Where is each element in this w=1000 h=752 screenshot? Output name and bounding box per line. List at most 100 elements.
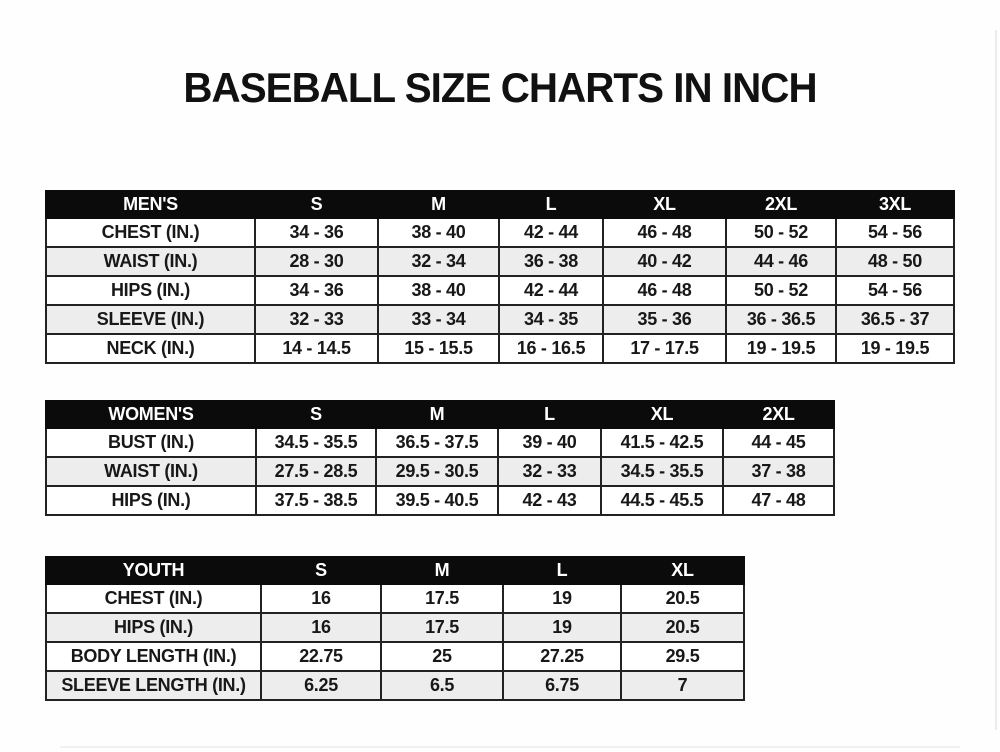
size-cell: 54 - 56	[835, 217, 955, 248]
size-cell: 20.5	[620, 612, 745, 643]
mens-table-title: MEN'S	[45, 190, 256, 219]
mens-size-table: MEN'S S M L XL 2XL 3XL CHEST (IN.) 34 - 36 38 - 4…	[45, 190, 955, 364]
youth-header-row: YOUTH S M L XL	[45, 556, 745, 585]
mens-header-row: MEN'S S M L XL 2XL 3XL	[45, 190, 955, 219]
column-header-l: L	[498, 190, 604, 219]
size-cell: 20.5	[620, 583, 745, 614]
table-row: WAIST (IN.) 28 - 30 32 - 34 36 - 38 40 - 42 4…	[45, 246, 955, 277]
size-cell: 46 - 48	[602, 275, 727, 306]
size-cell: 15 - 15.5	[377, 333, 500, 364]
size-cell: 28 - 30	[254, 246, 379, 277]
table-row: HIPS (IN.) 34 - 36 38 - 40 42 - 44 46 - 48 50…	[45, 275, 955, 306]
column-header-2xl: 2XL	[722, 400, 835, 429]
womens-table-title: WOMEN'S	[45, 400, 257, 429]
size-cell: 37 - 38	[722, 456, 835, 487]
table-row: SLEEVE (IN.) 32 - 33 33 - 34 34 - 35 35 - 36…	[45, 304, 955, 335]
size-cell: 32 - 33	[497, 456, 602, 487]
size-cell: 40 - 42	[602, 246, 727, 277]
size-cell: 34 - 35	[498, 304, 604, 335]
size-cell: 36.5 - 37.5	[375, 427, 499, 458]
table-row: NECK (IN.) 14 - 14.5 15 - 15.5 16 - 16.5 17 …	[45, 333, 955, 364]
table-row: WAIST (IN.) 27.5 - 28.5 29.5 - 30.5 32 - 33…	[45, 456, 835, 487]
scan-edge-artifact	[995, 30, 997, 730]
size-cell: 38 - 40	[377, 275, 500, 306]
size-cell: 17.5	[380, 612, 504, 643]
size-cell: 44.5 - 45.5	[600, 485, 724, 516]
size-cell: 44 - 45	[722, 427, 835, 458]
size-cell: 35 - 36	[602, 304, 727, 335]
column-header-s: S	[260, 556, 382, 585]
size-cell: 34.5 - 35.5	[600, 456, 724, 487]
size-cell: 6.5	[380, 670, 504, 701]
table-row: HIPS (IN.) 37.5 - 38.5 39.5 - 40.5 42 - 43 4…	[45, 485, 835, 516]
row-label: BODY LENGTH (IN.)	[45, 641, 262, 672]
column-header-s: S	[254, 190, 379, 219]
size-cell: 38 - 40	[377, 217, 500, 248]
size-cell: 47 - 48	[722, 485, 835, 516]
size-cell: 50 - 52	[725, 275, 837, 306]
size-cell: 48 - 50	[835, 246, 955, 277]
size-cell: 32 - 34	[377, 246, 500, 277]
table-row: CHEST (IN.) 34 - 36 38 - 40 42 - 44 46 - 48 5…	[45, 217, 955, 248]
size-cell: 19	[502, 583, 622, 614]
row-label: SLEEVE LENGTH (IN.)	[45, 670, 262, 701]
column-header-m: M	[377, 190, 500, 219]
size-cell: 34 - 36	[254, 217, 379, 248]
size-cell: 19 - 19.5	[835, 333, 955, 364]
table-row: BODY LENGTH (IN.) 22.75 25 27.25 29.5	[45, 641, 745, 672]
size-cell: 6.25	[260, 670, 382, 701]
size-cell: 17 - 17.5	[602, 333, 727, 364]
size-cell: 27.25	[502, 641, 622, 672]
size-cell: 16 - 16.5	[498, 333, 604, 364]
size-cell: 39.5 - 40.5	[375, 485, 499, 516]
column-header-xl: XL	[602, 190, 727, 219]
table-row: SLEEVE LENGTH (IN.) 6.25 6.5 6.75 7	[45, 670, 745, 701]
column-header-l: L	[502, 556, 622, 585]
size-cell: 50 - 52	[725, 217, 837, 248]
size-cell: 6.75	[502, 670, 622, 701]
youth-table-title: YOUTH	[45, 556, 262, 585]
size-cell: 34.5 - 35.5	[255, 427, 377, 458]
column-header-3xl: 3XL	[835, 190, 955, 219]
size-cell: 42 - 44	[498, 217, 604, 248]
row-label: CHEST (IN.)	[45, 583, 262, 614]
size-cell: 29.5 - 30.5	[375, 456, 499, 487]
size-cell: 32 - 33	[254, 304, 379, 335]
row-label: CHEST (IN.)	[45, 217, 256, 248]
table-row: BUST (IN.) 34.5 - 35.5 36.5 - 37.5 39 - 40 4…	[45, 427, 835, 458]
scan-edge-artifact	[60, 746, 960, 748]
size-cell: 34 - 36	[254, 275, 379, 306]
row-label: WAIST (IN.)	[45, 246, 256, 277]
size-cell: 36 - 36.5	[725, 304, 837, 335]
size-cell: 42 - 43	[497, 485, 602, 516]
size-cell: 33 - 34	[377, 304, 500, 335]
row-label: HIPS (IN.)	[45, 485, 257, 516]
size-cell: 36.5 - 37	[835, 304, 955, 335]
size-cell: 42 - 44	[498, 275, 604, 306]
size-cell: 19 - 19.5	[725, 333, 837, 364]
size-cell: 14 - 14.5	[254, 333, 379, 364]
column-header-xl: XL	[600, 400, 724, 429]
column-header-xl: XL	[620, 556, 745, 585]
row-label: NECK (IN.)	[45, 333, 256, 364]
row-label: WAIST (IN.)	[45, 456, 257, 487]
size-cell: 39 - 40	[497, 427, 602, 458]
size-cell: 54 - 56	[835, 275, 955, 306]
row-label: HIPS (IN.)	[45, 275, 256, 306]
column-header-m: M	[380, 556, 504, 585]
womens-header-row: WOMEN'S S M L XL 2XL	[45, 400, 835, 429]
size-cell: 7	[620, 670, 745, 701]
size-cell: 19	[502, 612, 622, 643]
page-title: BASEBALL SIZE CHARTS IN INCH	[183, 64, 817, 111]
column-header-2xl: 2XL	[725, 190, 837, 219]
womens-size-table: WOMEN'S S M L XL 2XL BUST (IN.) 34.5 - 35.5 36.5…	[45, 400, 835, 516]
size-cell: 16	[260, 612, 382, 643]
column-header-l: L	[497, 400, 602, 429]
column-header-s: S	[255, 400, 377, 429]
size-cell: 17.5	[380, 583, 504, 614]
size-cell: 46 - 48	[602, 217, 727, 248]
size-cell: 36 - 38	[498, 246, 604, 277]
size-cell: 44 - 46	[725, 246, 837, 277]
row-label: SLEEVE (IN.)	[45, 304, 256, 335]
